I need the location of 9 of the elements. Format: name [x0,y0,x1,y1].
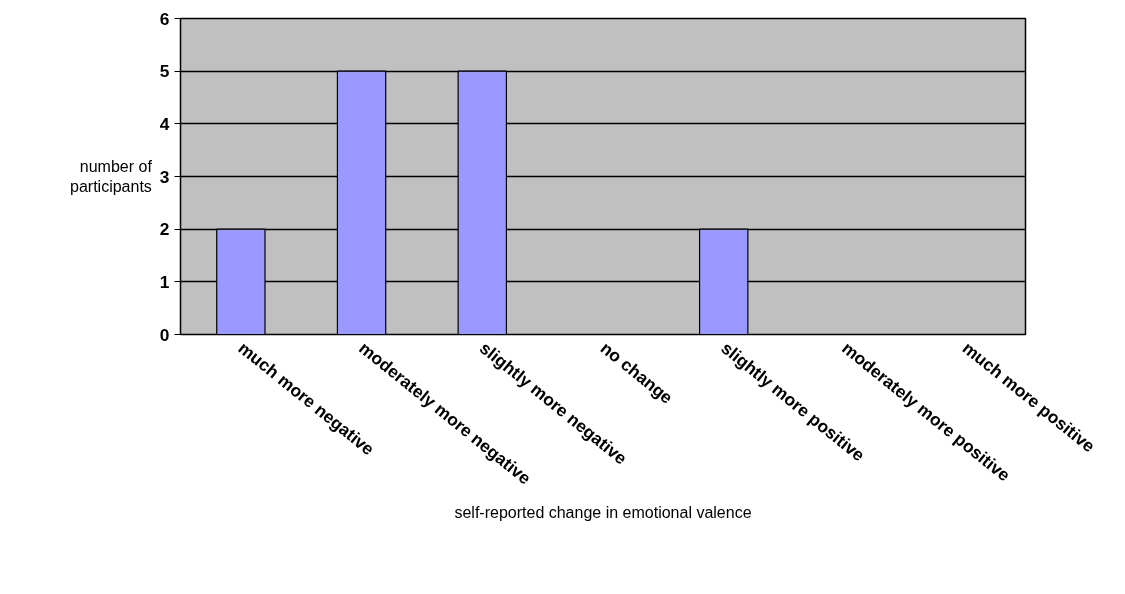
y-tick-label: 0 [159,324,170,345]
y-tick-label: 4 [159,113,170,134]
y-tick-label: 1 [159,271,170,292]
y-tick-label: 5 [159,61,170,82]
y-tick-label: 3 [159,166,170,187]
y-axis-title: number of participants [70,157,153,196]
y-tick-label: 2 [159,219,170,240]
x-axis-title: self-reported change in emotional valence [454,504,752,522]
y-tick-label: 6 [159,8,170,29]
